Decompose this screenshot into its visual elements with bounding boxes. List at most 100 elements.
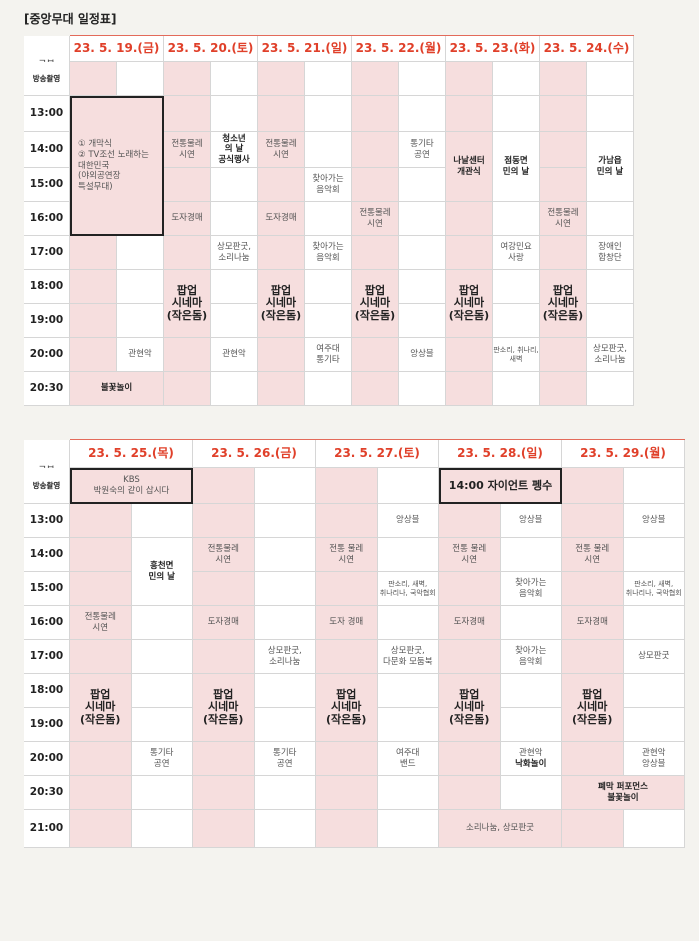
event-cell: 팝업 시네마 (작은돔) [352, 270, 399, 338]
event-cell: 나날센터 개관식 [446, 132, 493, 202]
grid-cell [562, 810, 624, 848]
date-header: 23. 5. 20.(토) [164, 36, 258, 62]
grid-cell [316, 640, 378, 674]
grid-cell [540, 96, 587, 132]
grid-cell [493, 270, 540, 304]
event-cell: 전통물레 시연 [352, 202, 399, 236]
grid-cell [377, 606, 439, 640]
grid-cell [540, 168, 587, 202]
event-cell: 팝업 시네마 (작은돔) [258, 270, 305, 338]
grid-cell [377, 674, 439, 708]
grid-cell [258, 372, 305, 406]
grid-cell [439, 742, 501, 776]
event-cell: 여주대 밴드 [377, 742, 439, 776]
grid-cell [562, 572, 624, 606]
grid-cell [446, 202, 493, 236]
time-label: 15:00 [24, 168, 70, 202]
time-label: 방송촬영 [24, 468, 70, 504]
grid-cell [439, 504, 501, 538]
event-cell: 전통물레 시연 [258, 132, 305, 168]
event-cell: 팝업 시네마 (작은돔) [446, 270, 493, 338]
grid-cell [211, 304, 258, 338]
event-cell: 상모판굿 [623, 640, 685, 674]
time-label: 방송촬영 [24, 62, 70, 96]
grid-cell [258, 96, 305, 132]
grid-cell [446, 338, 493, 372]
grid-cell [377, 708, 439, 742]
grid-cell [377, 810, 439, 848]
event-cell: 14:00 자이언트 펭수 [439, 468, 562, 504]
event-cell: 판소리, 취나리, 새벽 [493, 338, 540, 372]
date-header: 23. 5. 19.(금) [70, 36, 164, 62]
grid-cell [131, 674, 193, 708]
event-cell: 앙상블 [399, 338, 446, 372]
grid-cell [540, 236, 587, 270]
grid-cell [131, 606, 193, 640]
grid-cell [70, 236, 117, 270]
grid-cell [352, 168, 399, 202]
event-cell: 청소년 의 날 공식행사 [211, 132, 258, 168]
time-label: 19:00 [24, 708, 70, 742]
grid-cell [316, 468, 378, 504]
grid-cell [193, 572, 255, 606]
event-cell-gwanhyeon-nakhwa: 관현악 낙화놀이 [500, 742, 562, 776]
grid-cell [540, 62, 587, 96]
grid-cell [623, 468, 685, 504]
grid-cell [305, 96, 352, 132]
time-label: 20:00 [24, 742, 70, 776]
event-cell: 전통 물레 시연 [562, 538, 624, 572]
grid-cell [562, 742, 624, 776]
grid-cell [377, 538, 439, 572]
time-label: 20:00 [24, 338, 70, 372]
time-label: 14:00 [24, 132, 70, 168]
grid-cell [193, 504, 255, 538]
grid-cell [352, 236, 399, 270]
event-cell: 팝업 시네마 (작은돔) [439, 674, 501, 742]
grid-cell [305, 132, 352, 168]
time-label: 19:00 [24, 304, 70, 338]
grid-cell [70, 270, 117, 304]
grid-cell [211, 96, 258, 132]
grid-cell [399, 96, 446, 132]
event-cell: 상모판굿, 다문화 모둠북 [377, 640, 439, 674]
event-cell: 통기타 공연 [254, 742, 316, 776]
event-cell: 팝업 시네마 (작은돔) [70, 674, 132, 742]
time-label: 18:00 [24, 270, 70, 304]
date-header: 23. 5. 23.(화) [446, 36, 540, 62]
grid-cell [117, 304, 164, 338]
event-cell: 상모판굿, 소리나눔 [587, 338, 634, 372]
grid-cell [352, 372, 399, 406]
time-label: 13:00 [24, 504, 70, 538]
time-label: 16:00 [24, 202, 70, 236]
grid-cell [500, 538, 562, 572]
event-cell: 폐막 퍼포먼스 불꽃놀이 [562, 776, 685, 810]
grid-cell [305, 270, 352, 304]
grid-cell [193, 776, 255, 810]
event-cell: 관현악 [117, 338, 164, 372]
event-cell: 앙상블 [500, 504, 562, 538]
grid-cell [399, 372, 446, 406]
event-cell: 팝업 시네마 (작은돔) [562, 674, 624, 742]
grid-cell [399, 236, 446, 270]
grid-cell [587, 96, 634, 132]
event-cell: 관현악 [211, 338, 258, 372]
grid-cell [500, 776, 562, 810]
grid-cell [587, 62, 634, 96]
grid-cell [70, 338, 117, 372]
grid-cell [193, 640, 255, 674]
event-cell: 판소리, 새벽, 취나리나, 국악협회 [377, 572, 439, 606]
grid-cell [316, 810, 378, 848]
event-cell: 관현악 앙상블 [623, 742, 685, 776]
grid-cell [164, 236, 211, 270]
grid-cell [70, 538, 132, 572]
event-cell: 장애인 합창단 [587, 236, 634, 270]
event-cell: 전통 물레 시연 [316, 538, 378, 572]
grid-cell [258, 168, 305, 202]
time-label: 13:00 [24, 96, 70, 132]
grid-cell [540, 338, 587, 372]
grid-cell [254, 504, 316, 538]
event-cell: 전통물레 시연 [193, 538, 255, 572]
grid-cell [493, 202, 540, 236]
date-header: 23. 5. 25.(목) [70, 440, 193, 468]
event-cell: 도자경매 [258, 202, 305, 236]
